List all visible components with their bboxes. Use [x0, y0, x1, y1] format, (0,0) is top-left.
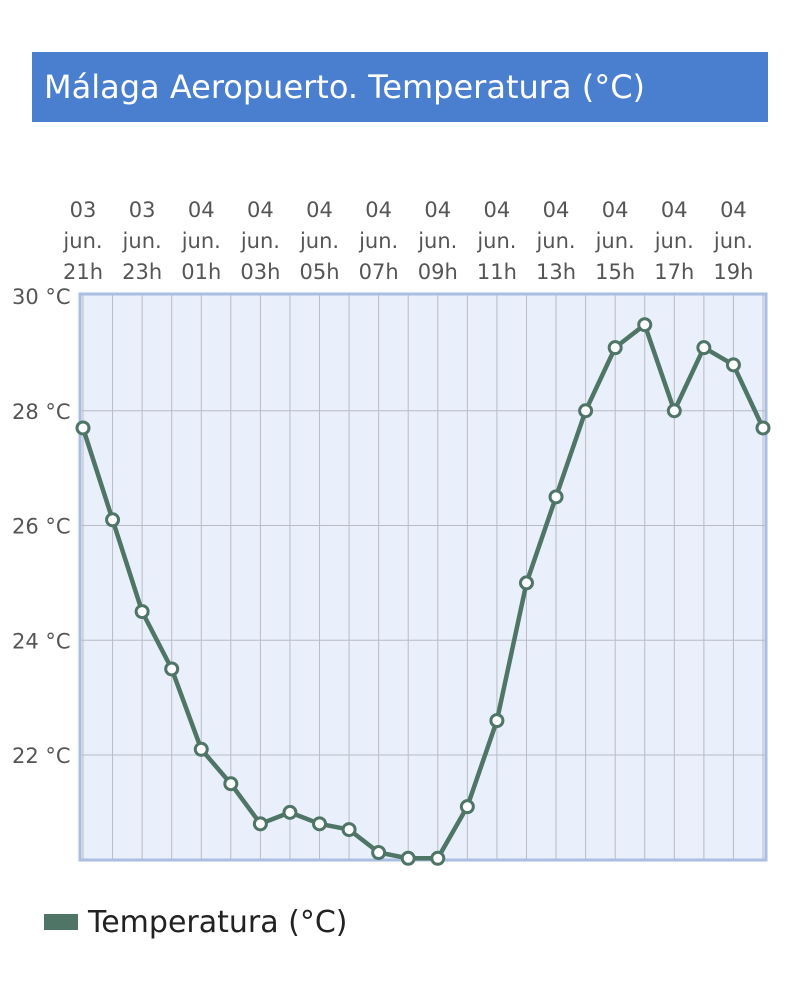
- data-point: [193, 741, 209, 757]
- x-tick-label-line: 01h: [181, 260, 221, 284]
- series-line-temperatura: [80, 322, 766, 861]
- x-tick-label-line: 04: [424, 198, 451, 222]
- x-tick-label-line: jun.: [299, 229, 339, 253]
- data-point: [252, 816, 268, 832]
- y-tick-label: 24 °C: [12, 629, 71, 653]
- x-tick-label: 04 jun. 11h: [476, 198, 517, 284]
- x-tick-label-line: 04: [365, 198, 392, 222]
- data-point: [607, 340, 623, 356]
- x-tick-label-line: 21h: [63, 260, 103, 284]
- data-point: [459, 799, 475, 815]
- data-point: [282, 804, 298, 820]
- x-tick-label-line: jun.: [654, 229, 694, 253]
- y-tick-label: 30 °C: [12, 285, 71, 309]
- data-point: [637, 317, 653, 333]
- x-tick-label-line: 04: [543, 198, 570, 222]
- data-point: [430, 850, 446, 866]
- x-tick-label: 04 jun. 01h: [181, 198, 222, 284]
- y-tick-label: 26 °C: [12, 515, 71, 539]
- x-tick-label-line: jun.: [476, 229, 516, 253]
- x-tick-label-line: 04: [720, 198, 747, 222]
- x-tick-label: 04 jun. 17h: [654, 198, 695, 284]
- data-point: [312, 816, 328, 832]
- legend-swatch: [44, 914, 78, 930]
- x-tick-label-line: 05h: [300, 260, 340, 284]
- data-point: [755, 420, 771, 436]
- x-tick-label: 03 jun. 21h: [62, 198, 103, 284]
- data-point: [105, 512, 121, 528]
- x-tick-label: 04 jun. 15h: [595, 198, 636, 284]
- data-point: [666, 403, 682, 419]
- x-tick-label-line: 04: [484, 198, 511, 222]
- x-tick-label: 04 jun. 07h: [358, 198, 399, 284]
- x-tick-label-line: 03: [70, 198, 97, 222]
- x-tick-label-line: 04: [188, 198, 215, 222]
- x-tick-label-line: 23h: [122, 260, 162, 284]
- x-tick-label: 03 jun. 23h: [122, 198, 163, 284]
- x-tick-label-line: 09h: [418, 260, 458, 284]
- data-point: [696, 340, 712, 356]
- data-point: [75, 420, 91, 436]
- data-point: [489, 713, 505, 729]
- legend: Temperatura (°C): [44, 900, 348, 944]
- data-point: [400, 850, 416, 866]
- legend-label: Temperatura (°C): [88, 904, 348, 940]
- x-tick-label-line: jun.: [417, 229, 457, 253]
- x-tick-label-line: jun.: [62, 229, 102, 253]
- data-point: [134, 604, 150, 620]
- x-tick-label-line: 04: [247, 198, 274, 222]
- x-tick-label-line: 04: [602, 198, 629, 222]
- x-tick-label-line: 07h: [359, 260, 399, 284]
- x-tick-label: 04 jun. 13h: [535, 198, 576, 284]
- x-tick-label-line: 19h: [713, 260, 753, 284]
- data-point: [578, 403, 594, 419]
- x-tick-label-line: 13h: [536, 260, 576, 284]
- x-tick-label-line: jun.: [240, 229, 280, 253]
- x-tick-label-line: jun.: [535, 229, 575, 253]
- data-point: [371, 845, 387, 861]
- x-tick-label: 04 jun. 05h: [299, 198, 340, 284]
- x-tick-label-line: jun.: [122, 229, 162, 253]
- temperature-chart: 03 jun. 21h 03 jun. 23h 04 jun. 01h 04 jun. 03h 04 ju…: [12, 198, 771, 866]
- data-point: [164, 661, 180, 677]
- x-tick-label-line: 04: [661, 198, 688, 222]
- data-point: [518, 575, 534, 591]
- data-point: [725, 357, 741, 373]
- chart-title: Málaga Aeropuerto. Temperatura (°C): [32, 52, 768, 122]
- x-tick-label-line: 03: [129, 198, 156, 222]
- x-tick-label-line: 11h: [477, 260, 517, 284]
- x-tick-label: 04 jun. 19h: [713, 198, 754, 284]
- x-tick-label-line: jun.: [713, 229, 753, 253]
- plot-area: [80, 294, 766, 860]
- data-point: [548, 489, 564, 505]
- x-tick-label-line: jun.: [595, 229, 635, 253]
- x-tick-label-line: 03h: [240, 260, 280, 284]
- x-tick-label: 04 jun. 03h: [240, 198, 281, 284]
- data-point: [341, 822, 357, 838]
- x-tick-label-line: 15h: [595, 260, 635, 284]
- x-tick-label-line: jun.: [181, 229, 221, 253]
- x-tick-label-line: jun.: [358, 229, 398, 253]
- x-tick-label: 04 jun. 09h: [417, 198, 458, 284]
- data-point: [223, 776, 239, 792]
- y-tick-label: 22 °C: [12, 744, 71, 768]
- y-tick-label: 28 °C: [12, 400, 71, 424]
- x-tick-label-line: 04: [306, 198, 333, 222]
- x-tick-label-line: 17h: [654, 260, 694, 284]
